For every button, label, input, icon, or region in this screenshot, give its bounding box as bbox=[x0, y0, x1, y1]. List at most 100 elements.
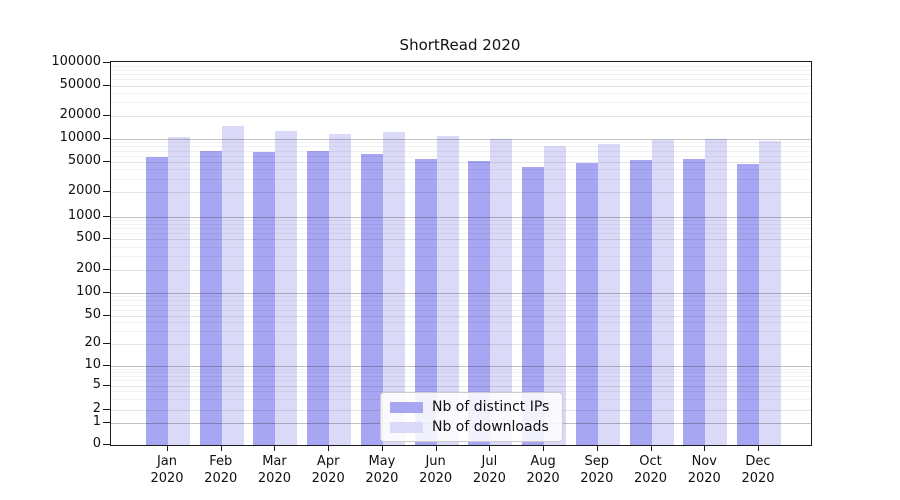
bar-nb-of-downloads-aug bbox=[544, 145, 567, 445]
x-tick-label-sep: Sep 2020 bbox=[580, 454, 614, 486]
y-tick-label-5: 5 bbox=[92, 376, 101, 392]
x-tick-label-jun: Jun 2020 bbox=[419, 454, 453, 486]
y-tick-mark-20000 bbox=[103, 114, 110, 116]
bar-nb-of-distinct-ips-sep bbox=[575, 163, 598, 445]
x-tick-mark-apr bbox=[328, 445, 330, 451]
y-tick-label-5000: 5000 bbox=[67, 153, 101, 168]
gridline-40 bbox=[111, 322, 811, 324]
gridline-900 bbox=[111, 219, 811, 221]
y-tick-mark-50 bbox=[103, 314, 110, 316]
y-tick-mark-10000 bbox=[103, 138, 110, 139]
y-tick-label-20000: 20000 bbox=[59, 106, 101, 122]
bar-nb-of-downloads-oct bbox=[651, 140, 674, 445]
x-tick-mark-mar bbox=[274, 445, 276, 451]
y-tick-mark-2000 bbox=[103, 191, 110, 192]
x-tick-label-mar: Mar 2020 bbox=[257, 454, 291, 486]
y-tick-mark-0 bbox=[103, 443, 110, 445]
y-tick-label-100: 100 bbox=[76, 284, 101, 299]
bar-nb-of-distinct-ips-oct bbox=[629, 160, 652, 445]
y-tick-mark-100000 bbox=[103, 61, 110, 63]
grid-layer bbox=[111, 62, 811, 445]
y-tick-mark-200 bbox=[103, 269, 110, 270]
bar-nb-of-distinct-ips-feb bbox=[199, 150, 222, 445]
legend-item-distinct-ips: Nb of distinct IPs bbox=[390, 399, 549, 415]
gridline-6 bbox=[111, 380, 811, 382]
chart-title: ShortRead 2020 bbox=[399, 36, 521, 54]
gridline-7 bbox=[111, 376, 811, 378]
bar-nb-of-distinct-ips-dec bbox=[737, 164, 759, 445]
x-tick-label-oct: Oct 2020 bbox=[633, 454, 668, 486]
gridline-90 bbox=[111, 296, 811, 298]
gridline-600 bbox=[111, 233, 811, 235]
gridline-1000 bbox=[111, 216, 811, 218]
gridline-800 bbox=[111, 223, 811, 225]
bar-nb-of-downloads-jul bbox=[490, 138, 513, 445]
x-tick-mark-nov bbox=[704, 445, 706, 451]
bar-nb-of-distinct-ips-jul bbox=[468, 161, 491, 445]
y-tick-label-1: 1 bbox=[92, 414, 101, 429]
x-tick-label-apr: Apr 2020 bbox=[311, 454, 345, 486]
gridline-9000 bbox=[111, 142, 811, 144]
x-tick-mark-jun bbox=[435, 445, 437, 451]
bar-nb-of-downloads-apr bbox=[329, 134, 352, 445]
gridline-40000 bbox=[111, 92, 811, 94]
gridline-80 bbox=[111, 300, 811, 302]
x-tick-mark-oct bbox=[650, 445, 652, 451]
gridline-3000 bbox=[111, 178, 811, 180]
gridline-6000 bbox=[111, 155, 811, 157]
y-tick-mark-10 bbox=[103, 365, 110, 366]
x-tick-label-jan: Jan 2020 bbox=[150, 454, 184, 486]
y-tick-label-50: 50 bbox=[84, 306, 101, 322]
x-tick-label-jul: Jul 2020 bbox=[472, 454, 506, 486]
plot-area bbox=[110, 61, 812, 446]
gridline-200 bbox=[111, 270, 811, 271]
y-tick-label-10000: 10000 bbox=[59, 130, 101, 145]
y-tick-label-500: 500 bbox=[76, 230, 101, 245]
bar-nb-of-downloads-feb bbox=[221, 126, 244, 445]
gridline-10 bbox=[111, 366, 811, 367]
x-tick-label-feb: Feb 2020 bbox=[204, 454, 238, 486]
gridline-30000 bbox=[111, 102, 811, 104]
gridline-8 bbox=[111, 372, 811, 374]
x-tick-mark-feb bbox=[220, 445, 222, 451]
legend-label-downloads: Nb of downloads bbox=[432, 419, 549, 435]
x-tick-mark-jul bbox=[489, 445, 491, 451]
y-tick-label-100000: 100000 bbox=[51, 53, 101, 69]
bars-layer bbox=[111, 62, 811, 445]
x-tick-label-nov: Nov 2020 bbox=[687, 454, 721, 486]
gridline-80000 bbox=[111, 69, 811, 71]
gridline-7000 bbox=[111, 150, 811, 152]
gridline-20 bbox=[111, 343, 811, 345]
gridline-5 bbox=[111, 385, 811, 387]
gridline-500 bbox=[111, 239, 811, 240]
x-tick-label-dec: Dec 2020 bbox=[741, 454, 775, 486]
bar-nb-of-downloads-dec bbox=[759, 141, 781, 445]
legend: Nb of distinct IPs Nb of downloads bbox=[380, 392, 564, 442]
y-tick-mark-1 bbox=[103, 422, 110, 423]
bar-nb-of-distinct-ips-jun bbox=[414, 158, 437, 445]
y-tick-label-50000: 50000 bbox=[59, 76, 101, 92]
legend-item-downloads: Nb of downloads bbox=[390, 419, 549, 435]
gridline-70 bbox=[111, 304, 811, 306]
gridline-50 bbox=[111, 315, 811, 317]
y-tick-label-0: 0 bbox=[92, 435, 101, 451]
gridline-700 bbox=[111, 228, 811, 230]
gridline-70000 bbox=[111, 74, 811, 76]
bar-nb-of-downloads-jan bbox=[168, 136, 190, 445]
legend-label-distinct-ips: Nb of distinct IPs bbox=[432, 399, 550, 415]
y-tick-mark-500 bbox=[103, 238, 110, 239]
gridline-30 bbox=[111, 331, 811, 333]
bar-nb-of-distinct-ips-mar bbox=[253, 151, 276, 445]
bar-nb-of-downloads-mar bbox=[275, 130, 298, 445]
bar-nb-of-distinct-ips-may bbox=[360, 153, 383, 445]
gridline-60000 bbox=[111, 79, 811, 81]
y-tick-mark-5000 bbox=[103, 161, 110, 162]
gridline-100 bbox=[111, 293, 811, 294]
x-tick-mark-may bbox=[381, 445, 383, 451]
y-tick-label-2: 2 bbox=[92, 400, 101, 416]
legend-swatch-distinct-ips bbox=[390, 401, 423, 413]
y-tick-mark-100 bbox=[103, 292, 110, 293]
gridline-4000 bbox=[111, 169, 811, 171]
gridline-4 bbox=[111, 391, 811, 393]
bar-nb-of-distinct-ips-aug bbox=[522, 166, 545, 445]
